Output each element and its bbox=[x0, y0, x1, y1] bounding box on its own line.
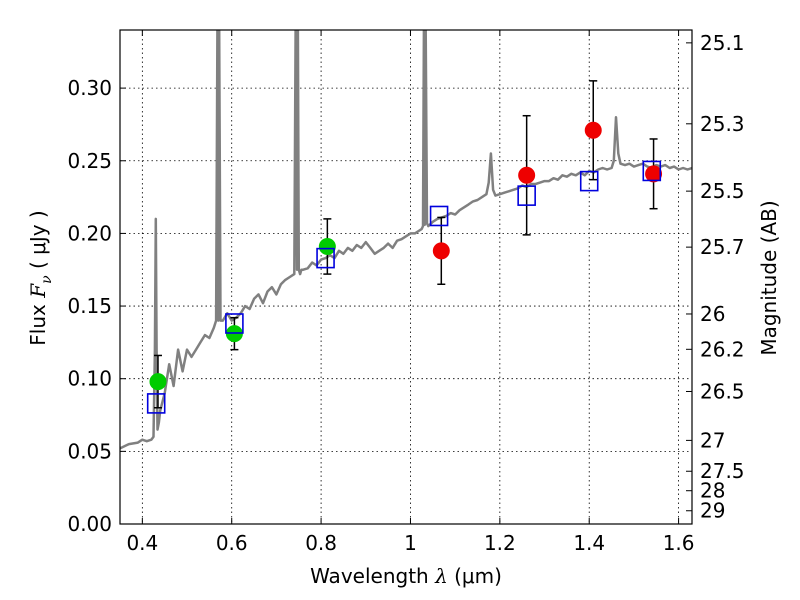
x-tick-label: 0.6 bbox=[216, 531, 248, 555]
plot-frame bbox=[119, 29, 693, 525]
y-axis-label-text: Flux bbox=[26, 298, 50, 346]
data-point-marker bbox=[318, 237, 336, 255]
y-axis-label-subscript: ν bbox=[39, 275, 55, 284]
data-point-marker bbox=[645, 165, 663, 183]
x-axis-label: Wavelength λ (μm) bbox=[310, 564, 502, 588]
spectrum-polyline bbox=[120, 30, 692, 450]
magnitude-tick-label: 25.7 bbox=[700, 235, 745, 259]
model-point-marker bbox=[642, 160, 662, 182]
x-axis-label-symbol: λ bbox=[434, 564, 448, 588]
magnitude-tick-label: 26.5 bbox=[700, 379, 745, 403]
y-tick-label: 0.10 bbox=[67, 367, 112, 391]
model-point-marker bbox=[225, 313, 244, 334]
y-tick-label: 0.25 bbox=[67, 149, 112, 173]
magnitude-tick-label: 28 bbox=[700, 479, 725, 503]
y-tick-label: 0.00 bbox=[67, 512, 112, 536]
model-point-marker bbox=[316, 247, 335, 269]
magnitude-tick-label: 25.3 bbox=[700, 112, 745, 136]
model-point-marker bbox=[579, 170, 599, 192]
data-point-marker bbox=[518, 166, 536, 184]
magnitude-tick-label: 26 bbox=[700, 302, 725, 326]
data-markers bbox=[146, 121, 663, 414]
x-tick-label: 0.4 bbox=[126, 531, 158, 555]
magnitude-tick-label: 27.5 bbox=[700, 459, 745, 483]
magnitude-tick-label: 29 bbox=[700, 499, 725, 523]
model-point-marker bbox=[429, 205, 449, 227]
error-bars bbox=[153, 80, 658, 409]
y-axis-label-symbol: F bbox=[26, 283, 50, 299]
y-axis-label-unit: ( μJy ) bbox=[26, 210, 50, 275]
y-tick-label: 0.15 bbox=[67, 294, 112, 318]
x-tick-label: 0.8 bbox=[305, 531, 337, 555]
y-tick-label: 0.05 bbox=[67, 439, 112, 463]
tick-labels: 0.4 0.6 0.8 1 1.2 1.4 1.6 0.00 0.05 0.10 0.15 0.20 0… bbox=[67, 30, 745, 555]
magnitude-tick-label: 25.5 bbox=[700, 179, 745, 203]
spectrum-line bbox=[120, 30, 692, 450]
model-point-marker bbox=[146, 393, 166, 414]
data-point-marker bbox=[432, 242, 450, 260]
right-axis-label: Magnitude (AB) bbox=[757, 200, 781, 355]
data-point-marker bbox=[149, 373, 167, 391]
data-point-marker bbox=[584, 121, 602, 139]
x-tick-label: 1.4 bbox=[573, 531, 605, 555]
x-tick-label: 1.2 bbox=[484, 531, 516, 555]
magnitude-tick-label: 27 bbox=[700, 428, 725, 452]
x-axis-label-unit: (μm) bbox=[448, 564, 502, 588]
x-tick-label: 1.6 bbox=[663, 531, 695, 555]
magnitude-tick-label: 25.1 bbox=[700, 31, 745, 55]
y-axis-label: Flux Fν ( μJy ) bbox=[26, 210, 55, 345]
y-tick-label: 0.20 bbox=[67, 221, 112, 245]
grid bbox=[120, 30, 692, 525]
magnitude-tick-label: 26.2 bbox=[700, 337, 745, 361]
x-axis-label-text: Wavelength bbox=[310, 564, 435, 588]
x-tick-label: 1 bbox=[404, 531, 417, 555]
model-point-marker bbox=[517, 185, 536, 206]
y-tick-label: 0.30 bbox=[67, 76, 112, 100]
